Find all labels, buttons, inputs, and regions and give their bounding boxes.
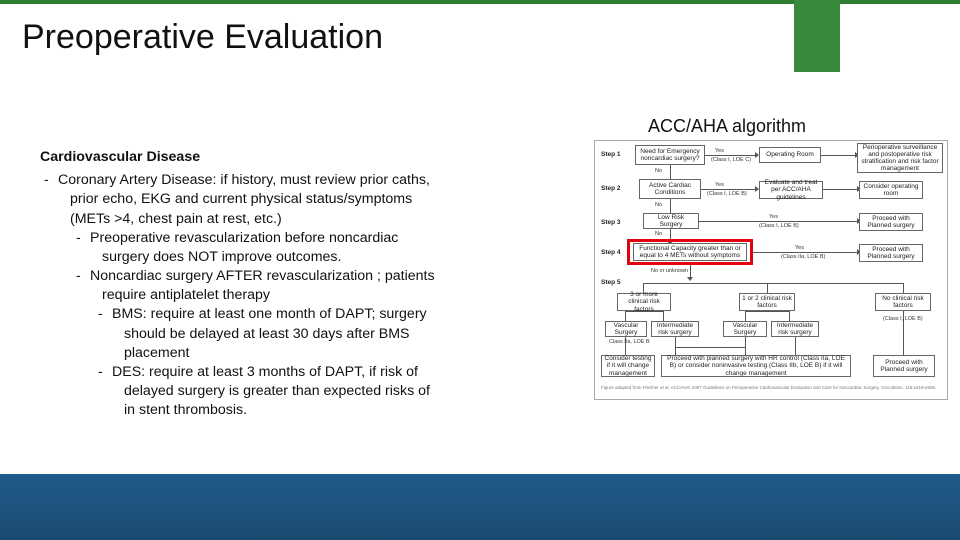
arrow [701,189,755,190]
class1c: (Class I, LOE C) [711,157,751,163]
box-acc: Active Cardiac Conditions [639,179,701,199]
arrow [767,283,768,293]
step4-label: Step 4 [601,249,621,256]
arrow [903,283,904,293]
box-consider: Consider operating room [859,181,923,199]
bullet-bms: BMS: require at least one month of DAPT;… [40,305,580,324]
bullet-coronary-cont2: (METs >4, chest pain at rest, etc.) [40,210,580,229]
box-3risk: 3 or more clinical risk factors [617,293,671,311]
bullet-noncardiac: Noncardiac surgery AFTER revascularizati… [40,267,580,286]
yes-label: Yes [715,182,724,188]
text-content: Cardiovascular Disease Coronary Artery D… [40,148,580,420]
class1b: (Class I, LOE B) [707,191,747,197]
arrow [823,189,857,190]
arrow [625,311,626,321]
step5-label: Step 5 [601,279,621,286]
no-label: No [655,231,662,237]
box-funccap: Functional Capacity greater than or equa… [633,243,747,261]
arrow [670,165,671,179]
bullet-coronary: Coronary Artery Disease: if history, mus… [40,171,580,190]
algorithm-diagram: Step 1 Need for Emergency noncardiac sur… [594,140,948,400]
box-12risk: 1 or 2 clinical risk factors [739,293,795,311]
branch-line [745,311,789,312]
bullet-des: DES: require at least 3 months of DAPT, … [40,363,580,382]
algorithm-label: ACC/AHA algorithm [648,116,806,137]
branch-line [643,283,903,284]
bullet-revasc-cont: surgery does NOT improve outcomes. [40,248,580,267]
arrow [625,337,626,355]
bullet-bms-cont2: placement [40,344,580,363]
arrow [705,155,755,156]
class1b: (Class I, LOE B) [759,223,799,229]
arrow [745,311,746,321]
class-note: Class IIa, LOE B [609,339,650,345]
bullet-bms-cont: should be delayed at least 30 days after… [40,325,580,344]
arrow [690,265,691,277]
bullet-des-cont: delayed surgery is greater than expected… [40,382,580,401]
box-proceed1: Proceed with Planned surgery [859,213,923,231]
branch-line [625,311,663,312]
arrow [699,221,857,222]
page-title: Preoperative Evaluation [22,18,383,57]
yes-label: Yes [795,245,804,251]
arrow [821,155,855,156]
box-lowrisk: Low Risk Surgery [643,213,699,229]
no-label: No [655,202,662,208]
box-vasc2: Vascular Surgery [723,321,767,337]
arrow [675,337,676,355]
class1b: (Class I, LOE B) [883,316,923,322]
bullet-revasc: Preoperative revascularization before no… [40,229,580,248]
box-emergency: Need for Emergency noncardiac surgery? [635,145,705,165]
bullet-des-cont2: in stent thrombosis. [40,401,580,420]
box-intermed2: Intermediate risk surgery [771,321,819,337]
arrow [663,311,664,321]
box-proceed2: Proceed with Planned surgery [859,244,923,262]
diagram-footer: Figure adapted from Fleisher et al. ACC/… [601,385,941,390]
box-norisk: No clinical risk factors [875,293,931,311]
box-vasc: Vascular Surgery [605,321,647,337]
section-heading: Cardiovascular Disease [40,148,580,167]
arrow [789,311,790,321]
footer-strip [0,474,960,540]
arrow [795,337,796,355]
class2b: (Class IIa, LOE B) [781,254,825,260]
bullet-noncardiac-cont: require antiplatelet therapy [40,286,580,305]
box-eval: Evaluate and treat per ACC/AHA guideline… [759,181,823,199]
branch-line [675,347,745,348]
yes-label: Yes [715,148,724,154]
box-intermed1: Intermediate risk surgery [651,321,699,337]
box-testing: Consider testing if it will change manag… [601,355,655,377]
step3-label: Step 3 [601,219,621,226]
step2-label: Step 2 [601,185,621,192]
no-unknown: No or unknown [651,268,688,274]
box-periop: Perioperative surveillance and postopera… [857,143,943,173]
yes-label: Yes [769,214,778,220]
arrow [753,252,857,253]
arrow [745,337,746,355]
box-or: Operating Room [759,147,821,163]
box-proceed3: Proceed with Planned surgery [873,355,935,377]
step1-label: Step 1 [601,151,621,158]
bullet-coronary-cont: prior echo, EKG and current physical sta… [40,190,580,209]
no-label: No [655,168,662,174]
arrow [670,199,671,213]
accent-tab [794,0,840,72]
box-hrcontrol: Proceed with planned surgery with HR con… [661,355,851,377]
